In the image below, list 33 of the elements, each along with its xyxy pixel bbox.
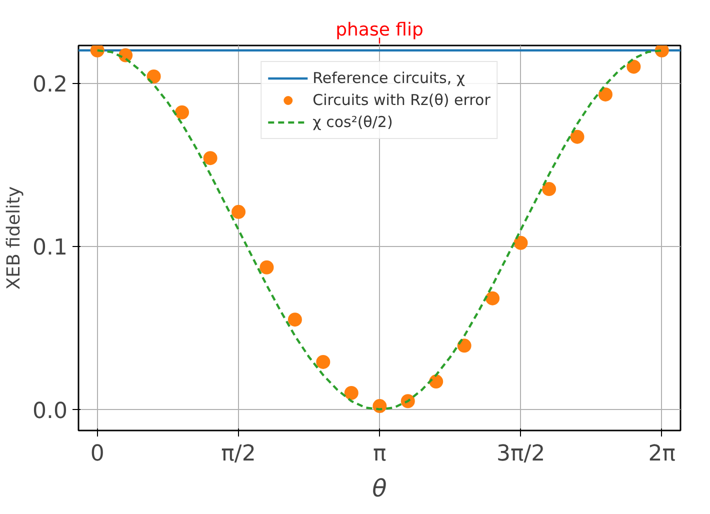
point: [654, 46, 669, 58]
point: [344, 386, 358, 400]
x-tick-label: π: [373, 442, 386, 466]
point: [372, 399, 387, 414]
point: [146, 70, 161, 84]
y-tick-label: 0.2: [32, 72, 68, 98]
x-tick-label: 3π/2: [496, 442, 546, 466]
legend-label: Reference circuits, χ: [312, 69, 466, 87]
point: [514, 236, 528, 250]
point: [232, 204, 246, 219]
x-tick-label: π/2: [221, 442, 256, 466]
text: phase flip: [336, 20, 424, 40]
y-tick-label: 0.1: [32, 236, 68, 261]
x-tick-label: 2π: [648, 442, 676, 466]
point: [400, 394, 415, 408]
point: [203, 151, 218, 166]
point: [542, 182, 556, 196]
point: [626, 60, 641, 74]
x-axis-title: θ: [372, 474, 388, 502]
point: [175, 105, 190, 120]
point: [457, 338, 472, 353]
y-axis-title: XEB fidelity: [4, 186, 25, 290]
x-tick-label: 0: [90, 442, 104, 466]
point: [486, 291, 500, 306]
legend-label: χ cos²(θ/2): [312, 113, 393, 131]
point: [316, 354, 330, 369]
legend-label: Circuits with Rz(θ) error: [312, 91, 490, 109]
point: [429, 374, 444, 389]
point: [570, 130, 584, 144]
y-tick-label: 0.0: [32, 398, 68, 424]
point: [598, 87, 612, 102]
point: [260, 260, 274, 274]
point: [288, 312, 302, 327]
